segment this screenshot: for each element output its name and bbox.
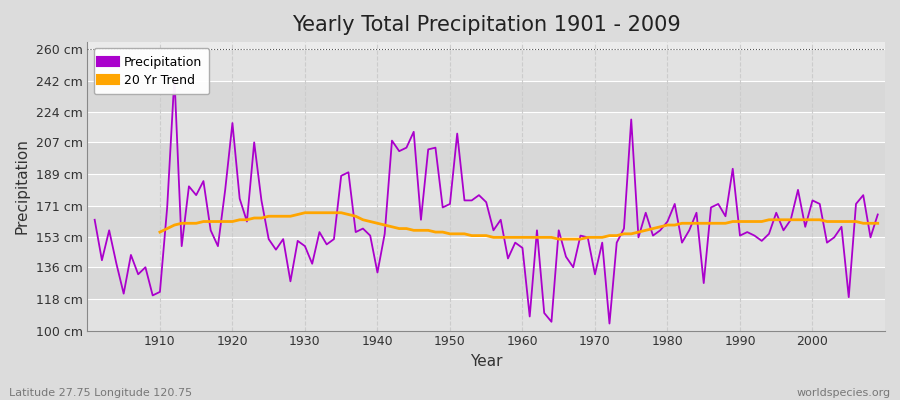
Precipitation [872, 212, 883, 217]
Precipitation [314, 230, 325, 234]
Bar [87, 49, 885, 81]
Line: Precipitation: Precipitation [94, 77, 878, 324]
Title: Yearly Total Precipitation 1901 - 2009: Yearly Total Precipitation 1901 - 2009 [292, 15, 680, 35]
20 Yr Trend [155, 230, 166, 234]
20 Yr Trend [300, 210, 310, 215]
Precipitation [89, 217, 100, 222]
Bar [87, 174, 885, 206]
20 Yr Trend [829, 219, 840, 224]
Precipitation [604, 321, 615, 326]
20 Yr Trend [328, 210, 339, 215]
Bar [87, 142, 885, 174]
Legend: Precipitation, 20 Yr Trend: Precipitation, 20 Yr Trend [94, 48, 210, 94]
Text: worldspecies.org: worldspecies.org [796, 388, 891, 398]
Bar [87, 206, 885, 237]
20 Yr Trend [872, 221, 883, 226]
Precipitation [518, 246, 528, 250]
Line: 20 Yr Trend: 20 Yr Trend [160, 213, 878, 239]
Precipitation [148, 293, 158, 298]
X-axis label: Year: Year [470, 354, 502, 369]
Precipitation [525, 314, 535, 319]
Bar [87, 237, 885, 267]
20 Yr Trend [597, 235, 608, 240]
20 Yr Trend [292, 212, 303, 217]
Bar [87, 267, 885, 299]
Precipitation [169, 75, 180, 80]
20 Yr Trend [532, 235, 543, 240]
Bar [87, 112, 885, 142]
20 Yr Trend [554, 237, 564, 242]
20 Yr Trend [850, 219, 861, 224]
Y-axis label: Precipitation: Precipitation [15, 138, 30, 234]
Text: Latitude 27.75 Longitude 120.75: Latitude 27.75 Longitude 120.75 [9, 388, 192, 398]
Precipitation [357, 226, 368, 231]
Bar [87, 299, 885, 330]
Precipitation [618, 226, 629, 231]
Bar [87, 81, 885, 112]
